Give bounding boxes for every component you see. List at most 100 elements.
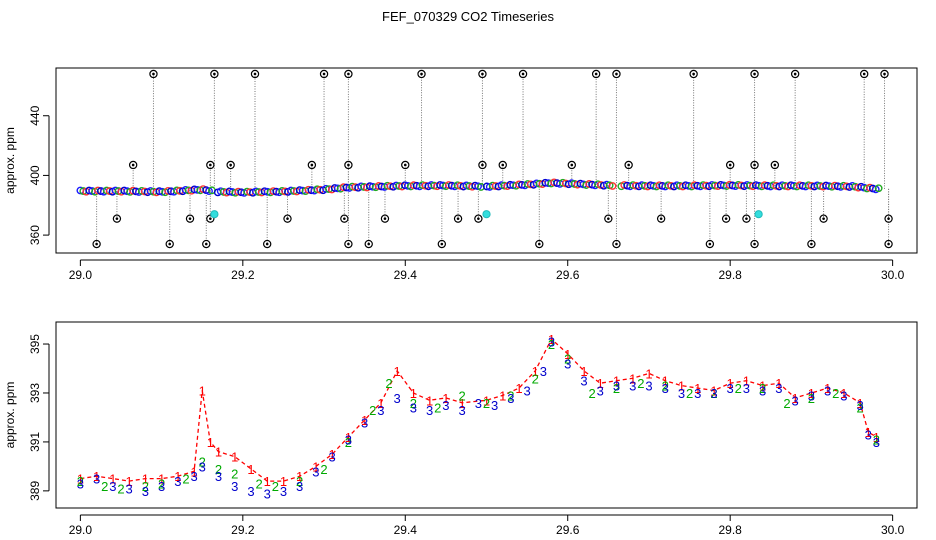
outlier-point-center xyxy=(204,242,208,246)
series-1-point: 1 xyxy=(483,393,490,408)
series-3-point: 3 xyxy=(613,379,620,394)
series-2-point: 2 xyxy=(182,472,189,487)
outlier-point-center xyxy=(152,72,155,76)
series-3-point: 3 xyxy=(345,432,352,447)
series-3-point: 3 xyxy=(93,472,100,487)
outlier-point-center xyxy=(213,72,216,76)
series-3-point: 3 xyxy=(694,386,701,401)
series-2-point: 2 xyxy=(832,386,839,401)
outlier-point xyxy=(750,239,759,249)
series-2-point: 2 xyxy=(637,376,644,391)
series-1-point: 1 xyxy=(743,374,750,389)
outlier-point-center xyxy=(501,163,505,167)
series-3-point: 3 xyxy=(743,381,750,396)
outlier-point xyxy=(884,214,893,223)
series-3-point: 3 xyxy=(808,388,815,403)
outlier-point xyxy=(283,214,292,223)
series-2-point: 2 xyxy=(808,391,815,406)
series-1-point: 1 xyxy=(264,474,271,489)
outlier-point-center xyxy=(692,72,695,76)
outlier-point-center xyxy=(615,242,618,246)
series-2-point: 2 xyxy=(564,352,571,367)
outlier-point xyxy=(401,160,410,170)
outlier-point-center xyxy=(753,242,756,246)
series-2-point: 2 xyxy=(662,379,669,394)
series-2-point: 2 xyxy=(873,432,880,447)
outlier-point xyxy=(725,160,735,170)
outlier-point-center xyxy=(456,217,460,220)
outlier-point-center xyxy=(481,72,484,76)
outlier-point xyxy=(206,160,215,170)
series-3-point: 3 xyxy=(507,391,514,406)
series-2-point: 2 xyxy=(735,381,742,396)
series-3-point: 3 xyxy=(459,403,466,418)
series-3-point: 3 xyxy=(792,393,799,408)
outlier-point xyxy=(226,160,235,170)
series-1-point: 1 xyxy=(207,435,214,450)
series-3-point: 3 xyxy=(109,479,116,494)
series-2-point: 2 xyxy=(759,381,766,396)
series-3-point: 3 xyxy=(158,479,165,494)
outlier-point xyxy=(880,69,889,79)
outlier-point xyxy=(250,69,260,79)
series-1-point: 1 xyxy=(775,376,782,391)
outlier-point-center xyxy=(310,163,314,167)
series-1-point: 1 xyxy=(394,364,401,379)
series-3-point: 3 xyxy=(312,464,319,479)
series-2-point: 2 xyxy=(857,401,864,416)
series-1-point: 1 xyxy=(873,430,880,445)
x-tick-label: 29.4 xyxy=(394,268,418,282)
outlier-point-center xyxy=(420,72,423,76)
outlier-point-center xyxy=(728,163,732,167)
y-tick-label: 389 xyxy=(28,481,42,501)
outlier-point-center xyxy=(887,217,890,220)
series-2-point: 2 xyxy=(410,396,417,411)
series-3-point: 3 xyxy=(727,381,734,396)
outlier-point-center xyxy=(883,72,886,76)
series-1-point: 1 xyxy=(345,430,352,445)
series-3-point: 3 xyxy=(125,481,132,496)
series-3-point: 3 xyxy=(824,384,831,399)
series-3-point: 3 xyxy=(645,379,652,394)
series-2-point: 2 xyxy=(588,386,595,401)
plot-frame xyxy=(55,321,918,509)
top-panel: 29.0 29.2 29.4 29.6 29.8 30.0 360 400 440 approx.… xyxy=(3,67,918,282)
outlier-point xyxy=(721,214,731,223)
outlier-point-center xyxy=(265,242,269,246)
chart-title: FEF_070329 CO2 Timeseries xyxy=(382,9,554,24)
series-3-point: 3 xyxy=(426,403,433,418)
y-tick-label: 393 xyxy=(28,383,42,403)
series-3-point: 3 xyxy=(564,357,571,372)
series-1-point: 1 xyxy=(840,386,847,401)
outlier-point xyxy=(364,239,373,249)
series-3-point: 3 xyxy=(710,386,717,401)
y-tick-label: 440 xyxy=(28,105,42,125)
outlier-point-center xyxy=(347,72,350,76)
series-1-point: 1 xyxy=(215,445,222,460)
outlier-point xyxy=(656,214,666,223)
series-1-point: 1 xyxy=(710,384,717,399)
series-1-point: 1 xyxy=(247,462,254,477)
outlier-point xyxy=(165,239,174,249)
series-3-point: 3 xyxy=(410,401,417,416)
series-3-point: 3 xyxy=(394,391,401,406)
series-3-point: 3 xyxy=(231,479,238,494)
series-2-point: 2 xyxy=(345,435,352,450)
outlier-point xyxy=(92,239,101,249)
x-tick-label: 30.0 xyxy=(881,523,905,537)
y-tick-label: 395 xyxy=(28,334,42,354)
outlier-point-center xyxy=(229,163,232,167)
outlier-point xyxy=(202,239,211,249)
series-1-point: 1 xyxy=(792,391,799,406)
outlier-point xyxy=(206,214,215,223)
series-1-point: 1 xyxy=(125,474,132,489)
outlier-point xyxy=(307,160,317,170)
series-3-point: 3 xyxy=(377,403,384,418)
series-1-point: 1 xyxy=(865,425,872,440)
x-tick-label: 29.4 xyxy=(394,523,418,537)
series-1-point: 1 xyxy=(142,472,149,487)
series-2-point: 2 xyxy=(548,337,555,352)
series-2-point: 2 xyxy=(385,376,392,391)
outlier-point xyxy=(437,239,447,249)
